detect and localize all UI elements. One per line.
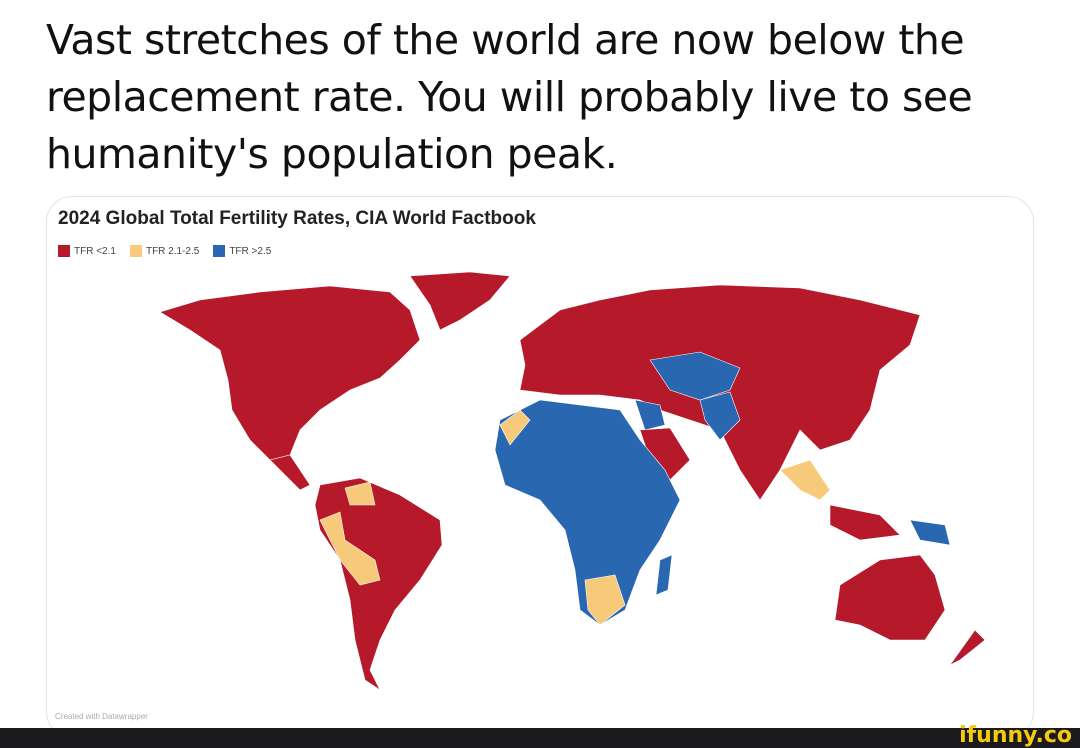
region-central-america [269,454,311,491]
region-pakistan-afghanistan [699,391,741,441]
legend-swatch [129,245,142,257]
world-map [159,271,986,691]
region-morocco [499,409,531,446]
region-australia [834,554,946,641]
legend-label: TFR 2.1-2.5 [145,245,200,257]
region-south-america [314,477,443,691]
region-north-america [159,285,421,461]
legend: TFR <2.1 TFR 2.1-2.5 TFR >2.5 [58,245,271,257]
legend-item-low: TFR <2.1 [58,245,116,257]
region-venezuela-mid [344,481,376,506]
legend-label: TFR <2.1 [74,245,116,257]
region-new-zealand [949,629,986,666]
region-png [909,519,951,546]
watermark-logo: ifunny.co [959,723,1072,748]
legend-swatch [213,245,226,257]
legend-item-high: TFR >2.5 [213,245,271,257]
region-madagascar [655,554,673,596]
region-africa [494,399,681,626]
region-indonesia [829,504,901,541]
legend-item-mid: TFR 2.1-2.5 [129,245,200,257]
map-credit: Created with Datawrapper [55,712,148,721]
region-south-africa [584,574,626,626]
region-andes-mid [319,511,381,586]
headline: Vast stretches of the world are now belo… [46,16,973,178]
legend-label: TFR >2.5 [229,245,272,257]
region-greenland [409,271,511,331]
chart-title: 2024 Global Total Fertility Rates, CIA W… [58,208,536,229]
region-central-asia [649,351,741,401]
region-se-asia [779,459,831,501]
region-middle-east-blue [634,399,666,431]
legend-swatch [58,245,70,257]
footer-bar [0,728,1080,748]
